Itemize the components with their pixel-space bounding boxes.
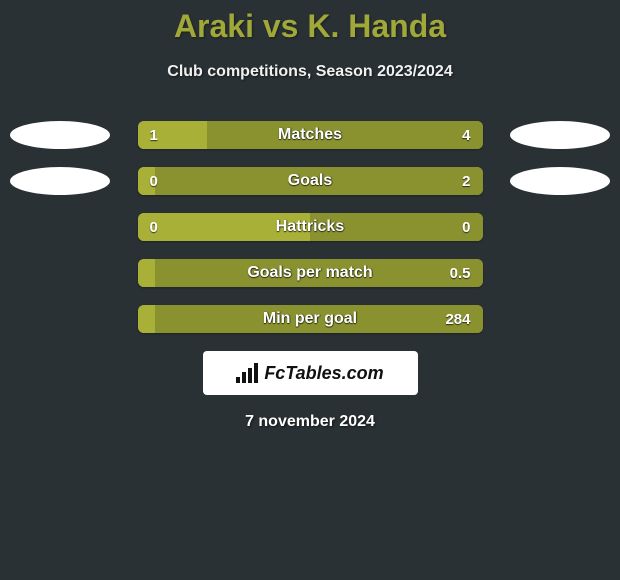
subtitle: Club competitions, Season 2023/2024 <box>0 63 620 81</box>
stat-row: 0Hattricks0 <box>0 213 620 241</box>
stat-right-value: 4 <box>462 121 470 149</box>
date-text: 7 november 2024 <box>0 413 620 431</box>
player-left-marker <box>10 305 110 333</box>
stat-bar: Goals per match0.5 <box>138 259 483 287</box>
player-left-marker <box>10 121 110 149</box>
stat-row: Goals per match0.5 <box>0 259 620 287</box>
player-left-marker <box>10 213 110 241</box>
logo-text: FcTables.com <box>264 363 383 384</box>
player-right-marker <box>510 259 610 287</box>
player-right-marker <box>510 213 610 241</box>
stat-bar: 0Hattricks0 <box>138 213 483 241</box>
stat-label: Matches <box>138 121 483 149</box>
bar-chart-icon <box>236 363 258 383</box>
stat-bar: 0Goals2 <box>138 167 483 195</box>
stat-row: Min per goal284 <box>0 305 620 333</box>
comparison-widget: Araki vs K. Handa Club competitions, Sea… <box>0 0 620 431</box>
player-right-marker <box>510 167 610 195</box>
player-left-marker <box>10 259 110 287</box>
stat-right-value: 0.5 <box>450 259 471 287</box>
stats-container: 1Matches40Goals20Hattricks0Goals per mat… <box>0 121 620 333</box>
player-left-marker <box>10 167 110 195</box>
stat-label: Hattricks <box>138 213 483 241</box>
stat-bar: Min per goal284 <box>138 305 483 333</box>
stat-right-value: 0 <box>462 213 470 241</box>
stat-bar: 1Matches4 <box>138 121 483 149</box>
stat-row: 1Matches4 <box>0 121 620 149</box>
player-right-marker <box>510 121 610 149</box>
stat-right-value: 2 <box>462 167 470 195</box>
stat-row: 0Goals2 <box>0 167 620 195</box>
player-right-marker <box>510 305 610 333</box>
stat-label: Min per goal <box>138 305 483 333</box>
page-title: Araki vs K. Handa <box>0 8 620 45</box>
logo-box[interactable]: FcTables.com <box>203 351 418 395</box>
stat-label: Goals <box>138 167 483 195</box>
stat-label: Goals per match <box>138 259 483 287</box>
logo-inner: FcTables.com <box>236 363 383 384</box>
stat-right-value: 284 <box>445 305 470 333</box>
